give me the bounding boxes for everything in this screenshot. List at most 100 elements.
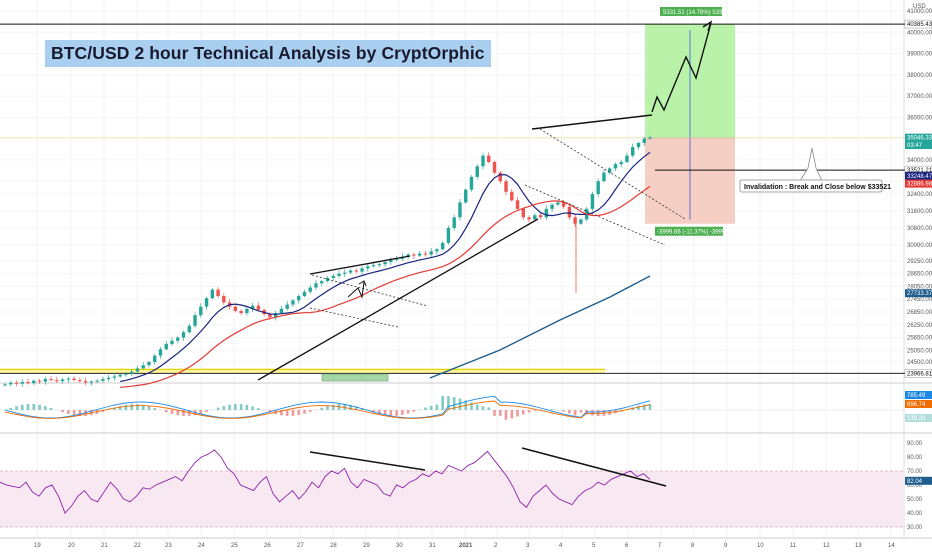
candle-body xyxy=(297,296,300,300)
rsi-tick-label: 80.00 xyxy=(907,455,923,461)
macd-histogram-bar xyxy=(15,406,18,410)
candle-body xyxy=(499,173,502,182)
candle-body xyxy=(176,338,179,341)
macd-histogram-bar xyxy=(205,410,208,412)
macd-histogram-bar xyxy=(50,408,53,410)
macd-histogram-bar xyxy=(223,406,226,410)
macd-histogram-bar xyxy=(574,410,577,416)
macd-histogram-bar xyxy=(568,410,571,413)
macd-histogram-bar xyxy=(534,410,537,411)
rsi-tick-label: 50.00 xyxy=(907,497,923,503)
candle-body xyxy=(182,332,185,337)
candle-body xyxy=(360,268,363,271)
macd-histogram-bar xyxy=(125,405,128,410)
x-axis-label: 6 xyxy=(625,543,629,549)
price-tag-label: 23966.81 xyxy=(907,371,932,377)
candle-body xyxy=(159,349,162,355)
candle-body xyxy=(614,164,617,168)
candle-body xyxy=(49,379,52,380)
candle-body xyxy=(476,166,479,177)
candle-body xyxy=(170,341,173,344)
price-tag-label: 27733.37 xyxy=(907,291,932,297)
macd-histogram-bar xyxy=(505,410,508,420)
macd-histogram-bar xyxy=(591,410,594,415)
x-axis-label: 14 xyxy=(888,543,895,549)
candle-body xyxy=(44,379,47,382)
price-tick-label: 36000.00 xyxy=(907,115,932,121)
target-label: 5331.51 (14.78%) 5331.51 xyxy=(663,10,735,16)
macd-histogram-bar xyxy=(493,410,496,416)
candle-body xyxy=(234,307,237,311)
candle-body xyxy=(188,326,191,332)
ema-20-line xyxy=(120,152,650,381)
candle-body xyxy=(55,380,58,381)
macd-histogram-bar xyxy=(499,410,502,416)
candle-body xyxy=(372,265,375,266)
macd-histogram-bar xyxy=(200,410,203,414)
macd-histogram-bar xyxy=(441,396,444,410)
candle-body xyxy=(516,200,519,209)
mini-arrow xyxy=(348,282,364,297)
price-tick-label: 30800.00 xyxy=(907,226,932,232)
candle-body xyxy=(280,309,283,313)
macd-histogram-bar xyxy=(297,410,300,415)
candle-body xyxy=(366,266,369,268)
candle-body xyxy=(303,292,306,296)
macd-histogram-bar xyxy=(27,404,30,410)
x-axis-label: 24 xyxy=(198,543,205,549)
macd-histogram-bar xyxy=(390,410,393,416)
candle-body xyxy=(118,375,121,377)
candle-body xyxy=(38,381,41,382)
candle-body xyxy=(84,381,87,382)
candle-body xyxy=(193,315,196,326)
x-axis-label: 23 xyxy=(165,543,172,549)
resistance-line-1 xyxy=(310,256,410,274)
macd-histogram-bar xyxy=(482,406,485,410)
candle-body xyxy=(142,365,145,368)
candle-body xyxy=(67,379,70,380)
candle-body xyxy=(539,215,542,217)
candle-body xyxy=(147,362,150,365)
price-tick-label: 26250.00 xyxy=(907,323,932,329)
price-tag-label: 35046.33 xyxy=(907,136,932,142)
candle-body xyxy=(211,290,214,299)
candle-body xyxy=(343,273,346,274)
price-tag-label: 32886.98 xyxy=(907,182,932,188)
x-axis-label: 10 xyxy=(757,543,764,549)
macd-histogram-bar xyxy=(153,408,156,410)
rsi-tick-label: 30.00 xyxy=(907,525,923,531)
macd-histogram-bar xyxy=(292,410,295,416)
candle-body xyxy=(522,209,525,218)
price-unit-label: USD xyxy=(913,4,926,10)
x-axis-label: 11 xyxy=(790,543,797,549)
candle-body xyxy=(21,382,24,384)
macd-histogram-bar xyxy=(286,410,289,416)
macd-histogram-bar xyxy=(436,405,439,410)
candle-body xyxy=(314,283,317,287)
candle-body xyxy=(556,202,559,204)
candle-body xyxy=(579,219,582,223)
candle-body xyxy=(383,262,386,264)
candle-body xyxy=(107,378,110,379)
macd-histogram-bar xyxy=(413,410,416,412)
candle-body xyxy=(643,139,646,143)
macd-histogram-bar xyxy=(61,410,64,412)
candle-body xyxy=(568,207,571,218)
price-tick-label: 24500.00 xyxy=(907,360,932,366)
candle-body xyxy=(620,162,623,164)
x-axis-label: 13 xyxy=(855,543,862,549)
macd-histogram-bar xyxy=(476,404,479,410)
price-tick-label: 39000.00 xyxy=(907,52,932,58)
candle-body xyxy=(481,156,484,167)
candle-body xyxy=(355,271,358,272)
macd-histogram-bar xyxy=(21,405,24,410)
price-tick-label: 38000.00 xyxy=(907,73,932,79)
macd-histogram-bar xyxy=(257,408,260,410)
macd-histogram-bar xyxy=(430,406,433,410)
macd-histogram-bar xyxy=(9,408,12,410)
macd-histogram-bar xyxy=(522,410,525,414)
rsi-divergence-line-1 xyxy=(310,452,425,470)
x-axis-label: 27 xyxy=(297,543,304,549)
